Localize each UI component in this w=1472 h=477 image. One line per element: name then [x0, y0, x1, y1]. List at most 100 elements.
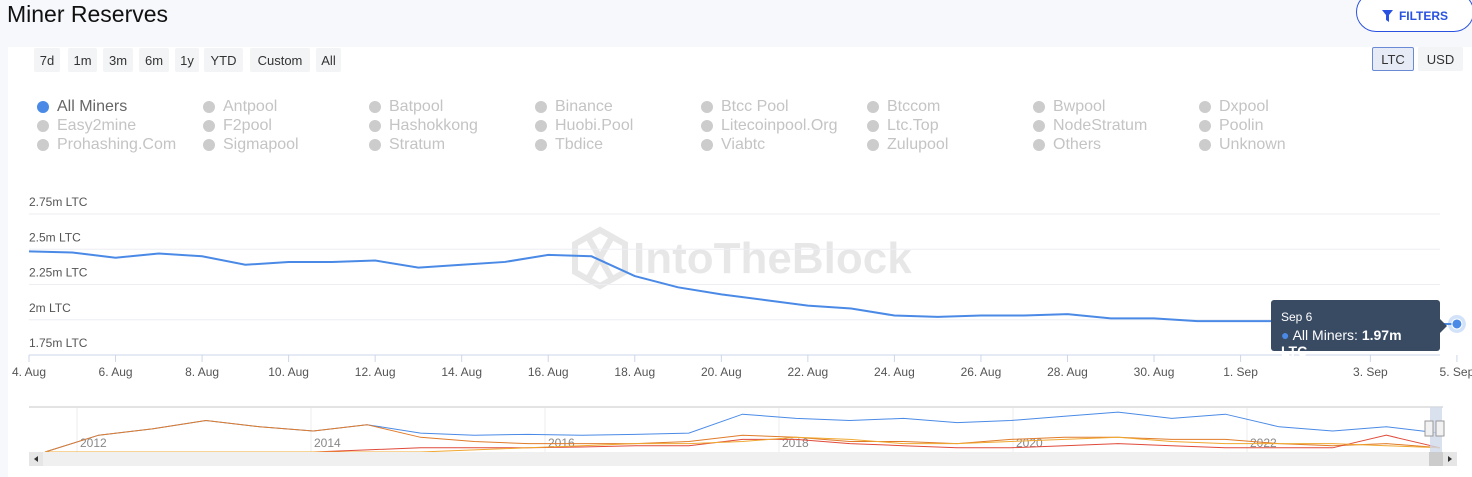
- series-line-all-miners: [28, 250, 1457, 325]
- legend-dot-icon: [535, 139, 547, 151]
- y-tick-label: 2.5m LTC: [29, 230, 81, 244]
- legend-label: Batpool: [389, 98, 444, 115]
- range-button-1y[interactable]: 1y: [175, 48, 199, 72]
- legend-label: NodeStratum: [1053, 117, 1148, 134]
- legend-label: Others: [1053, 136, 1102, 153]
- legend-item[interactable]: Ltc.Top: [867, 117, 939, 135]
- arrow-right-icon: [1448, 456, 1452, 462]
- filters-button[interactable]: FILTERS: [1356, 0, 1472, 32]
- legend-label: Binance: [555, 98, 613, 115]
- x-tick-label: 30. Aug: [1134, 365, 1175, 379]
- navigator-handle-right[interactable]: [1435, 420, 1445, 437]
- range-button-custom[interactable]: Custom: [250, 48, 310, 72]
- watermark-text: IntoTheBlock: [633, 234, 912, 283]
- x-tick-label: 26. Aug: [961, 365, 1002, 379]
- range-button-3m[interactable]: 3m: [103, 48, 133, 72]
- legend-label: Prohashing.Com: [57, 136, 177, 153]
- range-button-7d[interactable]: 7d: [34, 48, 60, 72]
- currency-ltc-button[interactable]: LTC: [1372, 47, 1414, 71]
- legend-item[interactable]: Sigmapool: [203, 136, 299, 154]
- legend-item[interactable]: Unknown: [1199, 136, 1286, 154]
- range-button-all[interactable]: All: [316, 48, 341, 72]
- legend-label: All Miners: [57, 98, 128, 115]
- y-tick-label: 2m LTC: [29, 301, 71, 315]
- legend-item[interactable]: Zulupool: [867, 136, 948, 154]
- legend-dot-icon: [37, 139, 49, 151]
- legend-item[interactable]: Litecoinpool.Org: [701, 117, 838, 135]
- legend-dot-icon: [867, 139, 879, 151]
- legend-item[interactable]: All Miners: [37, 98, 127, 116]
- range-button-1m[interactable]: 1m: [68, 48, 97, 72]
- legend-item[interactable]: NodeStratum: [1033, 117, 1147, 135]
- legend-item[interactable]: Dxpool: [1199, 98, 1269, 116]
- legend-item[interactable]: Bwpool: [1033, 98, 1105, 116]
- legend-dot-icon: [535, 101, 547, 113]
- scrollbar-track[interactable]: [29, 452, 1457, 466]
- x-tick-label: 16. Aug: [528, 365, 569, 379]
- tooltip: Sep 6 ● All Miners: 1.97m LTC: [1271, 300, 1447, 359]
- legend-dot-icon: [1033, 101, 1045, 113]
- range-button-6m[interactable]: 6m: [139, 48, 169, 72]
- filters-label: FILTERS: [1398, 9, 1449, 23]
- legend-dot-icon: [1033, 120, 1045, 132]
- legend-label: Ltc.Top: [887, 117, 939, 134]
- legend-item[interactable]: Huobi.Pool: [535, 117, 633, 135]
- legend-dot-icon: [867, 101, 879, 113]
- legend-item[interactable]: Batpool: [369, 98, 443, 116]
- legend-label: Hashokkong: [389, 117, 478, 134]
- legend-item[interactable]: Antpool: [203, 98, 277, 116]
- navigator-handle-left[interactable]: [1424, 420, 1434, 437]
- legend-dot-icon: [369, 101, 381, 113]
- legend-dot-icon: [867, 120, 879, 132]
- legend-item[interactable]: Btccom: [867, 98, 940, 116]
- legend-item[interactable]: Hashokkong: [369, 117, 478, 135]
- watermark: IntoTheBlock: [572, 226, 912, 290]
- legend-item[interactable]: Viabtc: [701, 136, 765, 154]
- legend-label: F2pool: [223, 117, 272, 134]
- x-tick-label: 1. Sep: [1223, 365, 1258, 379]
- range-button-ytd[interactable]: YTD: [204, 48, 243, 72]
- legend-item[interactable]: Prohashing.Com: [37, 136, 176, 154]
- x-tick-label: 8. Aug: [185, 365, 219, 379]
- legend-item[interactable]: Btcc Pool: [701, 98, 789, 116]
- legend-dot-icon: [369, 120, 381, 132]
- legend-label: Sigmapool: [223, 136, 299, 153]
- legend-dot-icon: [535, 120, 547, 132]
- tooltip-date: Sep 6: [1281, 310, 1313, 324]
- tooltip-marker-icon: ●: [1281, 327, 1290, 343]
- legend-dot-icon: [37, 120, 49, 132]
- scrollbar-thumb[interactable]: [1429, 452, 1443, 466]
- chart-card: [8, 47, 1472, 477]
- legend-dot-icon: [1199, 101, 1211, 113]
- currency-usd-button[interactable]: USD: [1418, 47, 1463, 71]
- legend-label: Unknown: [1219, 136, 1286, 153]
- navigator-series: [44, 411, 1441, 453]
- navigator-year-label: 2022: [1250, 436, 1277, 450]
- hover-point[interactable]: [1451, 318, 1463, 330]
- navigator-series: [44, 419, 1441, 453]
- legend-label: Tbdice: [555, 136, 604, 153]
- y-tick-label: 2.25m LTC: [29, 266, 88, 280]
- x-tick-label: 4. Aug: [12, 365, 46, 379]
- legend-item[interactable]: Stratum: [369, 136, 445, 154]
- x-tick-label: 6. Aug: [99, 365, 133, 379]
- legend-item[interactable]: Poolin: [1199, 117, 1263, 135]
- legend-item[interactable]: Others: [1033, 136, 1101, 154]
- legend-item[interactable]: F2pool: [203, 117, 272, 135]
- x-tick-label: 28. Aug: [1047, 365, 1088, 379]
- x-tick-label: 3. Sep: [1353, 365, 1388, 379]
- legend-label: Litecoinpool.Org: [721, 117, 838, 134]
- legend-item[interactable]: Easy2mine: [37, 117, 136, 135]
- legend-item[interactable]: Tbdice: [535, 136, 603, 154]
- legend-label: Btcc Pool: [721, 98, 789, 115]
- legend-item[interactable]: Binance: [535, 98, 613, 116]
- x-tick-label: 18. Aug: [614, 365, 655, 379]
- x-tick-label: 14. Aug: [441, 365, 482, 379]
- legend-label: Huobi.Pool: [555, 117, 634, 134]
- arrow-left-icon: [34, 456, 38, 462]
- legend-dot-icon: [203, 120, 215, 132]
- legend-label: Stratum: [389, 136, 446, 153]
- legend-label: Zulupool: [887, 136, 949, 153]
- x-tick-label: 22. Aug: [788, 365, 829, 379]
